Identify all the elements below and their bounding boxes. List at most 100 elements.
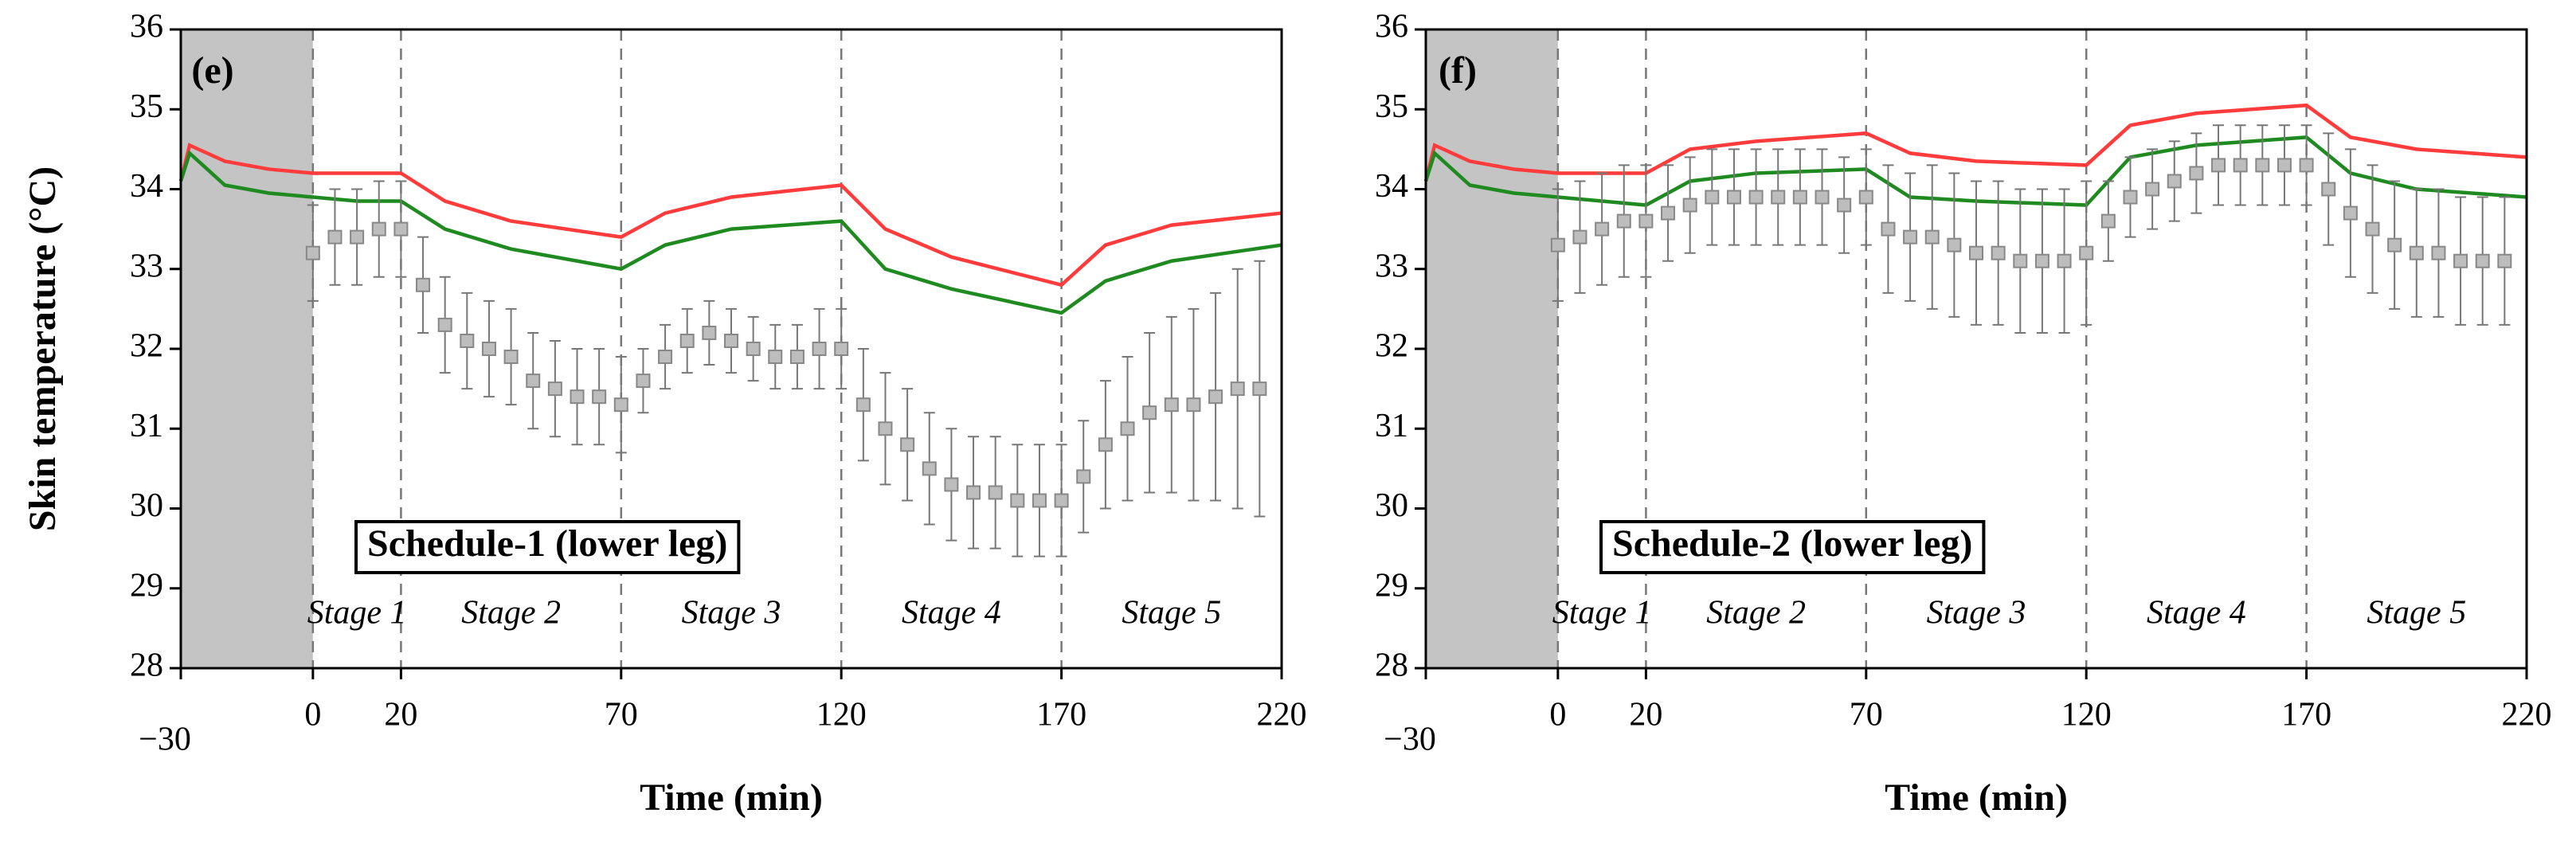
data-point <box>1164 397 1179 413</box>
data-point <box>2299 158 2314 173</box>
x-tick-label: 0 <box>304 697 321 733</box>
data-point <box>2189 166 2204 181</box>
data-point <box>2497 253 2512 268</box>
y-tick-label: 34 <box>130 168 163 205</box>
data-point <box>1076 469 1091 484</box>
data-point <box>526 374 541 389</box>
data-point <box>2475 253 2490 268</box>
data-point <box>327 229 343 244</box>
data-point <box>2321 182 2336 197</box>
model-line <box>178 143 1282 288</box>
y-tick-label: 31 <box>130 408 163 444</box>
data-point <box>481 342 496 356</box>
y-tick-label: 28 <box>1375 647 1408 684</box>
data-point <box>2409 245 2424 260</box>
data-point <box>855 397 871 413</box>
stage-label: Stage 3 <box>1927 595 2026 632</box>
data-point <box>636 374 651 389</box>
y-tick-label: 31 <box>1375 408 1408 444</box>
data-point <box>350 229 365 244</box>
stage-label: Stage 5 <box>1122 595 1221 632</box>
data-point <box>2343 205 2358 221</box>
x-axis-title: Time (min) <box>640 776 823 819</box>
x-tick-label: 120 <box>816 697 867 733</box>
data-point <box>2013 253 2028 268</box>
box-label: Schedule-1 (lower leg) <box>367 522 727 565</box>
data-point <box>1969 245 1983 260</box>
data-point <box>702 325 717 340</box>
data-point <box>1252 381 1267 397</box>
data-point <box>1705 190 1720 205</box>
stage-label: Stage 5 <box>2367 595 2466 632</box>
panel-label: (f) <box>1439 49 1477 92</box>
data-point <box>1837 198 1852 213</box>
data-point <box>1726 190 1741 205</box>
y-tick-label: 28 <box>130 647 163 684</box>
data-point <box>768 350 783 365</box>
data-point <box>944 477 959 492</box>
data-point <box>1142 405 1157 420</box>
data-point <box>1661 205 1676 221</box>
data-point <box>658 350 673 365</box>
data-point <box>679 333 695 348</box>
data-point <box>1748 190 1764 205</box>
data-point <box>2034 253 2049 268</box>
data-point <box>2057 253 2072 268</box>
data-point <box>834 342 849 356</box>
y-tick-label: 34 <box>1375 168 1408 205</box>
data-point <box>2453 253 2468 268</box>
x-tick-label: 20 <box>1629 697 1662 733</box>
data-point <box>1903 229 1918 244</box>
data-point <box>966 485 981 500</box>
data-point <box>371 221 386 237</box>
data-point <box>416 277 431 292</box>
data-point <box>1616 213 1631 229</box>
y-tick-label: 30 <box>1375 487 1408 524</box>
data-point <box>1947 237 1962 252</box>
box-label-frame <box>354 520 741 574</box>
stage-label: Stage 1 <box>307 595 407 632</box>
x-tick-label: 170 <box>1036 697 1086 733</box>
data-point <box>988 485 1003 500</box>
y-tick-label: 32 <box>130 328 163 365</box>
data-point <box>2079 245 2094 260</box>
stage-label: Stage 3 <box>682 595 781 632</box>
data-point <box>305 245 320 260</box>
data-point <box>2431 245 2446 260</box>
y-tick-label: 35 <box>1375 88 1408 125</box>
data-point <box>1550 237 1565 252</box>
model-line <box>178 150 1282 315</box>
panel-label: (e) <box>191 49 233 92</box>
data-point <box>1881 221 1896 237</box>
data-point <box>1208 389 1223 405</box>
data-point <box>393 221 409 237</box>
stage-label: Stage 1 <box>1552 595 1652 632</box>
data-point <box>547 381 562 397</box>
x-tick-label: 0 <box>1549 697 1566 733</box>
stage-label: Stage 4 <box>2147 595 2246 632</box>
x-tick-label: 120 <box>2061 697 2112 733</box>
y-tick-label: 32 <box>1375 328 1408 365</box>
data-point <box>570 389 585 405</box>
data-point <box>2277 158 2292 173</box>
data-point <box>2233 158 2248 173</box>
x-tick-label: 220 <box>1257 697 1307 733</box>
data-point <box>1792 190 1807 205</box>
y-axis-title: Skin temperature (°C) <box>22 166 64 531</box>
data-point <box>1595 221 1610 237</box>
data-point <box>1924 229 1940 244</box>
data-point <box>1230 381 1245 397</box>
shaded-region <box>1426 29 1558 668</box>
data-point <box>1054 493 1069 508</box>
data-point <box>789 350 805 365</box>
data-point <box>1815 190 1830 205</box>
data-point <box>613 397 628 413</box>
data-point <box>878 421 893 436</box>
data-point <box>2387 237 2402 252</box>
data-point <box>1098 437 1113 452</box>
shaded-region <box>181 29 313 668</box>
data-point <box>812 342 827 356</box>
x-tick-label: 20 <box>384 697 417 733</box>
x-tick-label: −30 <box>1384 722 1436 758</box>
